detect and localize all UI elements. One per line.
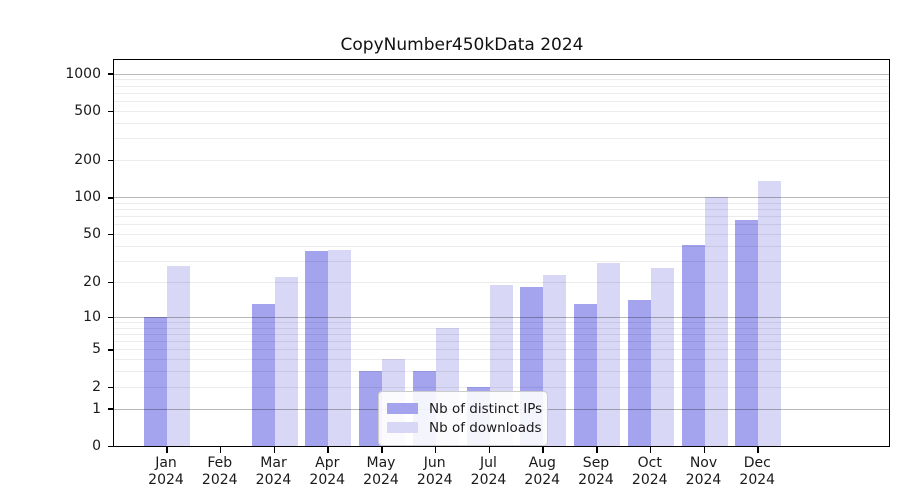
x-tick-mark-jul (488, 446, 490, 453)
x-tick-mark-jun (434, 446, 437, 453)
y-tick-mark-10 (108, 316, 114, 318)
bar-downloads-jan (167, 266, 190, 446)
x-tick-label-sep: Sep 2024 (578, 455, 614, 488)
gridline-minor-300 (114, 138, 889, 140)
bar-downloads-mar (274, 277, 298, 446)
y-tick-mark-1 (108, 408, 114, 410)
y-tick-mark-1000 (108, 73, 114, 75)
chart-title: CopyNumber450kData 2024 (340, 35, 584, 55)
y-tick-mark-20 (108, 281, 114, 284)
x-tick-label-may: May 2024 (363, 455, 399, 488)
y-tick-label-500: 500 (74, 102, 101, 119)
legend-item-downloads: Nb of downloads (387, 419, 542, 436)
bar-downloads-aug (543, 274, 567, 446)
legend-label-downloads: Nb of downloads (429, 419, 542, 436)
bar-downloads-dec (758, 181, 782, 446)
gridline-minor-400 (114, 122, 889, 124)
legend: Nb of distinct IPs Nb of downloads (378, 391, 548, 446)
gridline-minor-800 (114, 85, 889, 87)
x-tick-mark-apr (327, 446, 329, 453)
x-tick-mark-may (381, 446, 383, 453)
bar-ips-jan (144, 316, 167, 446)
legend-label-ips: Nb of distinct IPs (429, 400, 543, 417)
x-tick-label-jun: Jun 2024 (416, 455, 453, 488)
x-tick-label-jul: Jul 2024 (470, 455, 507, 488)
x-tick-label-feb: Feb 2024 (201, 455, 238, 488)
bar-downloads-oct (650, 268, 674, 446)
y-tick-mark-100 (108, 197, 114, 199)
bar-downloads-apr (328, 249, 352, 446)
x-tick-mark-nov (703, 446, 705, 453)
legend-item-distinct-ips: Nb of distinct IPs (387, 400, 542, 417)
x-tick-mark-feb (219, 446, 222, 453)
y-tick-mark-200 (108, 159, 114, 162)
y-tick-label-200: 200 (74, 152, 101, 169)
x-tick-label-apr: Apr 2024 (309, 455, 346, 488)
x-tick-label-jan: Jan 2024 (148, 455, 184, 488)
bar-ips-may (359, 371, 382, 446)
x-tick-mark-sep (596, 446, 598, 453)
y-tick-label-20: 20 (83, 273, 101, 290)
gridline-major-1000 (114, 73, 889, 75)
bar-ips-dec (735, 220, 759, 446)
y-tick-mark-500 (108, 110, 114, 113)
x-tick-mark-oct (649, 446, 652, 453)
x-tick-label-oct: Oct 2024 (631, 455, 668, 488)
legend-swatch-downloads (387, 422, 418, 433)
gridline-minor-700 (114, 92, 889, 94)
y-tick-mark-2 (108, 386, 114, 389)
y-tick-label-50: 50 (83, 226, 101, 243)
legend-swatch-ips (387, 403, 418, 414)
y-tick-label-5: 5 (92, 341, 101, 358)
y-tick-label-1000: 1000 (65, 65, 101, 82)
x-tick-mark-aug (542, 446, 544, 453)
x-tick-label-aug: Aug 2024 (524, 455, 561, 488)
bar-ips-apr (305, 251, 329, 446)
bar-ips-sep (574, 303, 597, 446)
bar-ips-oct (627, 300, 651, 446)
gridline-minor-900 (114, 79, 889, 81)
y-tick-label-2: 2 (92, 378, 101, 395)
bar-ips-nov (681, 244, 705, 446)
y-tick-label-10: 10 (83, 308, 101, 325)
x-tick-label-dec: Dec 2024 (739, 455, 776, 488)
y-tick-label-1: 1 (92, 400, 101, 417)
bar-downloads-nov (704, 197, 728, 446)
x-tick-label-mar: Mar 2024 (255, 455, 292, 488)
gridline-minor-600 (114, 101, 889, 103)
x-tick-mark-mar (273, 446, 275, 453)
y-tick-label-0: 0 (92, 438, 101, 454)
bar-downloads-sep (597, 262, 620, 446)
y-tick-label-100: 100 (74, 189, 101, 206)
x-tick-mark-jan (166, 446, 168, 453)
bar-ips-mar (251, 303, 275, 446)
plot-area (113, 59, 890, 447)
y-tick-mark-5 (108, 349, 114, 351)
y-tick-mark-50 (108, 233, 114, 236)
x-tick-mark-dec (757, 446, 759, 453)
y-tick-mark-0 (108, 445, 114, 448)
x-tick-label-nov: Nov 2024 (685, 455, 722, 488)
gridline-minor-200 (114, 160, 889, 162)
gridline-minor-500 (114, 110, 889, 112)
